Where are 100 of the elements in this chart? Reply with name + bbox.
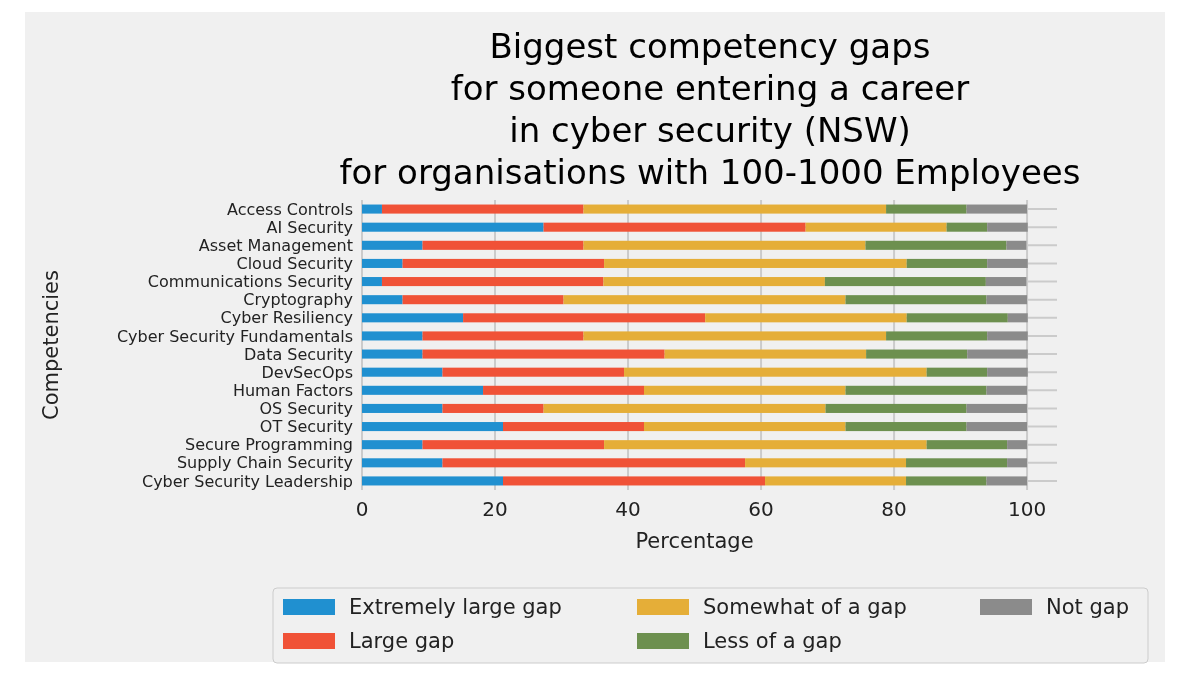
bar <box>664 349 867 359</box>
bar <box>1006 240 1027 250</box>
y-tick-label: AI Security <box>266 217 353 237</box>
bar <box>1007 458 1028 468</box>
legend-label: Somewhat of a gap <box>703 595 907 620</box>
bar <box>503 422 644 432</box>
bar <box>987 367 1028 377</box>
bar <box>362 222 544 232</box>
x-axis-title: Percentage <box>635 529 754 553</box>
x-tick-label: 20 <box>482 497 508 521</box>
bar <box>362 367 443 377</box>
y-tick-label: Access Controls <box>226 199 353 219</box>
bar <box>865 240 1007 250</box>
bar <box>946 222 988 232</box>
bar <box>643 385 846 395</box>
bar <box>422 331 584 341</box>
bar <box>926 440 1008 450</box>
x-tick-label: 100 <box>1007 497 1047 521</box>
y-tick-label: Data Security <box>244 344 353 364</box>
bar <box>402 295 564 305</box>
bar <box>381 204 584 214</box>
bar <box>543 222 806 232</box>
bar <box>362 258 403 268</box>
bar <box>987 222 1028 232</box>
y-tick-label: Cloud Security <box>236 254 353 274</box>
bar <box>422 440 605 450</box>
chart-title: Biggest competency gaps for someone entering a career in cyber security (NSW) for organisations with 100-1000 Employees <box>339 26 1081 192</box>
bar <box>866 349 968 359</box>
bar <box>765 476 907 486</box>
legend-label: Extremely large gap <box>349 595 562 620</box>
bar <box>563 295 846 305</box>
bar <box>442 367 625 377</box>
y-tick-label: Supply Chain Security <box>176 453 353 473</box>
bar <box>362 403 443 413</box>
bar <box>381 277 604 287</box>
y-tick-label: Asset Management <box>198 235 353 255</box>
bar <box>906 458 1008 468</box>
y-tick-label: Human Factors <box>232 380 353 400</box>
bar <box>1007 440 1028 450</box>
bar <box>845 385 987 395</box>
bar <box>362 440 423 450</box>
bar <box>362 331 423 341</box>
bar <box>362 476 503 486</box>
y-tick-label: Secure Programming <box>185 435 353 455</box>
bar <box>986 385 1028 395</box>
bar <box>583 204 887 214</box>
bar <box>362 422 503 432</box>
bar <box>624 367 927 377</box>
bar <box>986 295 1028 305</box>
y-tick-label: Cyber Security Leadership <box>141 471 353 491</box>
bar <box>603 277 825 287</box>
y-tick-label: Cyber Security Fundamentals <box>116 326 353 346</box>
bar <box>985 277 1027 287</box>
bar <box>362 295 403 305</box>
bar <box>362 204 382 214</box>
x-tick-label: 0 <box>355 497 369 521</box>
y-tick-label: OS Security <box>259 399 353 419</box>
bar <box>805 222 947 232</box>
bar <box>845 422 967 432</box>
y-tick-label: Communications Security <box>147 272 353 292</box>
x-tick-label: 40 <box>615 497 641 521</box>
y-tick-label: DevSecOps <box>261 362 353 382</box>
bar <box>362 349 423 359</box>
legend-label: Large gap <box>349 629 455 654</box>
legend-label: Less of a gap <box>703 629 842 654</box>
x-tick-label: 80 <box>881 497 907 521</box>
bar <box>583 331 887 341</box>
y-tick-label: Cryptography <box>243 290 353 310</box>
bar <box>543 403 826 413</box>
bar <box>503 476 766 486</box>
bar <box>966 422 1028 432</box>
bar <box>906 258 988 268</box>
bar <box>402 258 605 268</box>
x-tick-label: 60 <box>748 497 774 521</box>
bar <box>986 476 1028 486</box>
bar <box>604 440 927 450</box>
bar <box>422 240 584 250</box>
bar <box>1007 313 1028 323</box>
y-axis-title: Competencies <box>39 270 63 420</box>
bar <box>966 204 1028 214</box>
bar <box>422 349 665 359</box>
y-tick-label: Cyber Resiliency <box>220 308 353 328</box>
bar <box>362 458 443 468</box>
bar <box>825 403 967 413</box>
y-tick-label: OT Security <box>259 417 353 437</box>
bar <box>643 422 846 432</box>
bar <box>362 313 464 323</box>
bar <box>442 403 544 413</box>
bar <box>987 258 1028 268</box>
bar <box>886 204 967 214</box>
bar <box>705 313 907 323</box>
bar <box>463 313 706 323</box>
bar <box>604 258 907 268</box>
bar <box>362 240 423 250</box>
bar <box>845 295 987 305</box>
bar <box>583 240 866 250</box>
legend-label: Not gap <box>1046 595 1129 620</box>
bar <box>987 331 1028 341</box>
bar <box>824 277 986 287</box>
bar <box>886 331 988 341</box>
